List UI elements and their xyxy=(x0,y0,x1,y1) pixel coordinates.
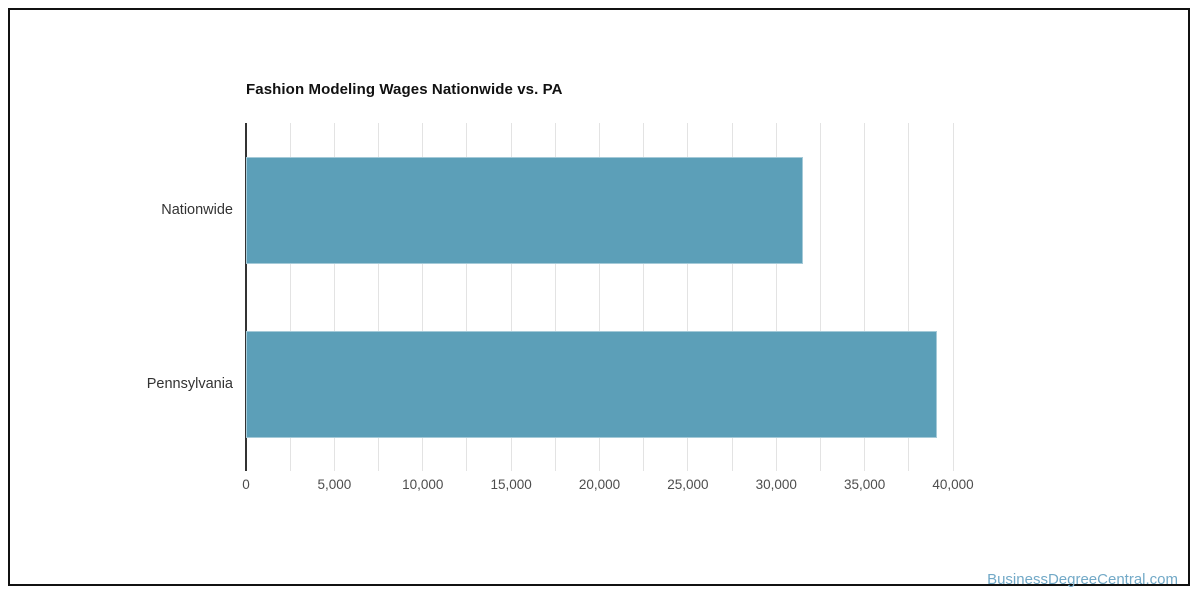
gridline xyxy=(378,123,380,471)
watermark-link[interactable]: BusinessDegreeCentral.com xyxy=(987,571,1178,588)
gridline xyxy=(864,123,866,471)
gridline xyxy=(952,123,954,471)
x-tick-label: 25,000 xyxy=(667,477,709,492)
gridline xyxy=(775,123,777,471)
gridline xyxy=(599,123,600,471)
gridline xyxy=(289,123,291,471)
plot-area xyxy=(245,123,954,471)
gridline xyxy=(333,123,335,471)
gridline xyxy=(510,123,512,471)
gridline xyxy=(731,123,733,471)
x-tick-label: 0 xyxy=(242,477,250,492)
x-tick-label: 15,000 xyxy=(490,477,532,492)
x-tick-label: 20,000 xyxy=(578,477,621,492)
bar-nationwide xyxy=(246,156,803,264)
chart-title: Fashion Modeling Wages Nationwide vs. PA xyxy=(246,81,563,98)
gridline xyxy=(422,123,424,471)
x-tick-label: 35,000 xyxy=(843,477,886,492)
category-label-pennsylvania: Pennsylvania xyxy=(146,376,233,392)
x-tick-label: 10,000 xyxy=(402,477,444,492)
x-tick-label: 5,000 xyxy=(317,477,352,492)
x-tick-label: 30,000 xyxy=(755,477,797,492)
bar-pennsylvania xyxy=(246,330,938,438)
gridline xyxy=(908,123,910,471)
gridline xyxy=(554,123,556,471)
gridline xyxy=(819,123,821,471)
x-tick-label: 40,000 xyxy=(932,477,974,492)
gridline xyxy=(643,123,645,471)
gridline xyxy=(687,123,689,471)
gridline xyxy=(466,123,468,471)
category-label-nationwide: Nationwide xyxy=(161,202,233,218)
zero-axis-line xyxy=(245,123,247,471)
